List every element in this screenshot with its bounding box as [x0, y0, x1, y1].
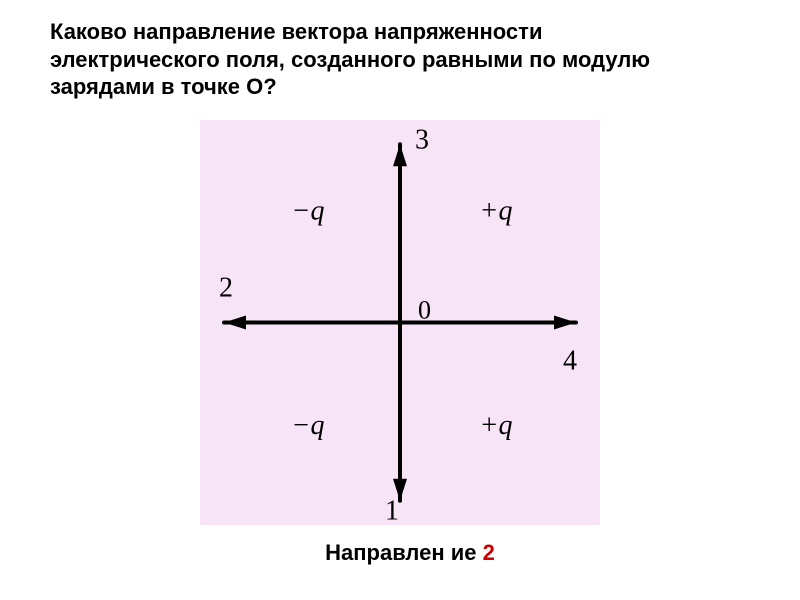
origin-label: 0 — [418, 296, 431, 325]
answer-label: Направлен ие 2 — [300, 540, 520, 565]
charge-label-TL: −q — [292, 196, 325, 227]
diagram-shape — [554, 316, 576, 330]
direction-label-1: 1 — [385, 495, 399, 525]
direction-label-3: 3 — [415, 125, 429, 156]
charge-label-BR: +q — [480, 410, 513, 441]
answer-number: 2 — [483, 540, 495, 565]
answer-prefix: Направлен ие — [325, 540, 483, 565]
page: Каково направление вектора напряженности… — [0, 0, 800, 600]
charge-label-TR: +q — [480, 196, 513, 227]
question-text: Каково направление вектора напряженности… — [50, 18, 690, 101]
direction-label-4: 4 — [563, 345, 577, 376]
field-diagram-svg: 1 2 3 4 0 −q +q −q +q — [200, 120, 600, 525]
field-diagram: 1 2 3 4 0 −q +q −q +q — [200, 120, 600, 525]
direction-label-2: 2 — [219, 273, 233, 304]
diagram-shape — [393, 144, 407, 166]
diagram-shape — [224, 316, 246, 330]
charge-label-BL: −q — [292, 410, 325, 441]
